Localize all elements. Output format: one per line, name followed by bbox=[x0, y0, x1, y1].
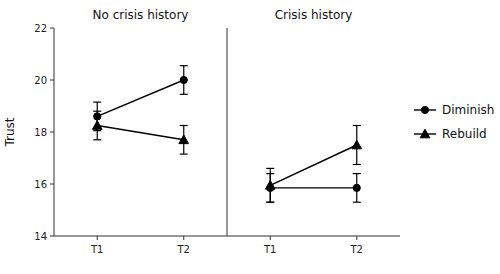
error-cap bbox=[180, 94, 188, 95]
y-tick-label: 20 bbox=[34, 75, 47, 86]
error-cap bbox=[93, 101, 101, 102]
y-tick-label: 16 bbox=[34, 179, 47, 190]
plot-area bbox=[92, 66, 188, 154]
background bbox=[0, 0, 500, 274]
error-cap bbox=[353, 125, 361, 126]
series-line bbox=[270, 187, 357, 188]
legend: Diminish Rebuild bbox=[414, 103, 494, 141]
y-tick-label: 22 bbox=[34, 23, 47, 34]
error-cap bbox=[180, 65, 188, 66]
marker bbox=[352, 140, 362, 149]
error-cap bbox=[180, 154, 188, 155]
error-cap bbox=[353, 173, 361, 174]
error-cap bbox=[266, 202, 274, 203]
error-bar bbox=[266, 168, 274, 202]
series-line bbox=[270, 145, 357, 185]
x-tick bbox=[97, 236, 98, 240]
x-axis bbox=[227, 236, 400, 237]
legend-label: Rebuild bbox=[442, 127, 487, 141]
panel-title: No crisis history bbox=[93, 8, 189, 22]
y-tick bbox=[50, 28, 54, 29]
error-cap bbox=[353, 202, 361, 203]
y-tick bbox=[50, 132, 54, 133]
x-tick-label: T2 bbox=[350, 244, 363, 255]
panel-title: Crisis history bbox=[275, 8, 353, 22]
error-cap bbox=[353, 164, 361, 165]
x-tick bbox=[356, 236, 357, 240]
plot-area bbox=[265, 126, 361, 203]
y-axis-label: Trust bbox=[3, 117, 17, 147]
x-axis bbox=[54, 236, 227, 237]
error-bar bbox=[93, 111, 101, 140]
legend-marker bbox=[420, 129, 430, 138]
error-bar bbox=[353, 126, 361, 165]
series-line bbox=[97, 126, 184, 140]
y-tick bbox=[50, 236, 54, 237]
error-bar bbox=[180, 66, 188, 95]
x-tick bbox=[270, 236, 271, 240]
error-cap bbox=[93, 111, 101, 112]
error-bar bbox=[353, 174, 361, 203]
marker bbox=[265, 181, 275, 190]
series-line bbox=[97, 80, 184, 116]
x-tick-label: T1 bbox=[263, 244, 276, 255]
panel: T1 T2 Crisis history bbox=[227, 8, 400, 255]
y-axis bbox=[227, 28, 228, 236]
marker bbox=[92, 121, 102, 130]
y-tick bbox=[50, 184, 54, 185]
y-tick-label: 18 bbox=[34, 127, 47, 138]
error-cap bbox=[266, 202, 274, 203]
error-bar bbox=[180, 126, 188, 155]
y-tick-label: 14 bbox=[34, 231, 47, 242]
marker bbox=[180, 76, 187, 83]
y-tick bbox=[50, 80, 54, 81]
error-cap bbox=[180, 125, 188, 126]
chart: 14 16 18 20 22 T1 T2 No crisis history Trust T1 T2… bbox=[0, 0, 500, 274]
marker bbox=[179, 135, 189, 144]
panel: 14 16 18 20 22 T1 T2 No crisis history Trust bbox=[3, 8, 227, 255]
x-tick-label: T1 bbox=[90, 244, 103, 255]
marker bbox=[353, 184, 360, 191]
x-tick bbox=[183, 236, 184, 240]
error-cap bbox=[93, 139, 101, 140]
legend-marker bbox=[421, 106, 428, 113]
legend-label: Diminish bbox=[442, 103, 494, 117]
x-tick-label: T2 bbox=[177, 244, 190, 255]
error-cap bbox=[266, 168, 274, 169]
